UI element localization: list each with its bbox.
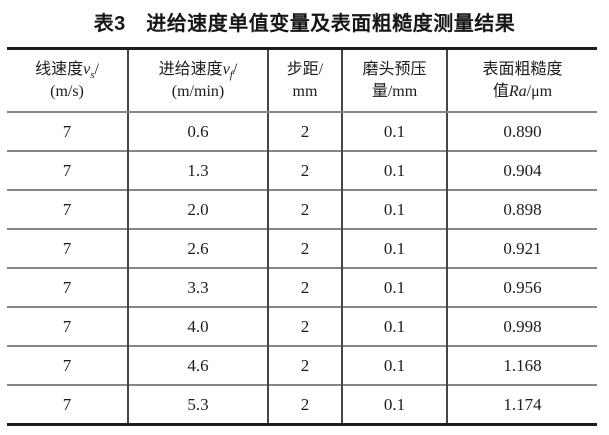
table-row: 7 2.6 2 0.1 0.921 [7,228,597,268]
header-text: 磨头预压 [362,60,427,78]
table-row: 7 5.3 2 0.1 1.174 [7,384,597,425]
table-cell: 3.3 [128,267,269,307]
unit-text: mm [292,82,318,100]
table-cell: 7 [7,345,129,385]
header-cell-line-speed: 线速度vs/ (m/s) [7,48,129,113]
table-row: 7 1.3 2 0.1 0.904 [7,150,597,190]
header-text: 线速度 [35,60,84,78]
header-text: 步距/ [286,60,324,78]
variable-symbol: Ra [508,82,527,100]
table-cell: 2.6 [128,228,269,268]
table-cell: 0.1 [342,306,448,346]
header-cell-preload: 磨头预压 量/mm [342,48,448,113]
unit-text: /μm [526,82,553,100]
table-row: 7 3.3 2 0.1 0.956 [7,267,597,307]
table-cell: 0.956 [447,267,597,307]
unit-separator: / [232,60,238,78]
table-cell: 7 [7,228,129,268]
header-row: 线速度vs/ (m/s) 进给速度vf/ (m/min) 步距/ mm 磨头预压… [7,48,597,113]
table-cell: 0.6 [128,112,269,151]
header-cell-roughness: 表面粗糙度 值Ra/μm [447,48,597,113]
table-cell: 0.890 [503,121,542,141]
table-cell: 7 [7,112,129,151]
table-body: 7 0.6 2 0.1 0.890 7 1.3 2 0.1 0.904 7 2.… [7,112,597,425]
table-cell: 4.0 [128,306,269,346]
unit-text: (m/min) [171,82,225,100]
table-cell: 2 [268,306,343,346]
table-cell: 2 [268,228,343,268]
variable-subscript: f [229,68,233,81]
table-cell: 0.1 [342,150,448,190]
table-cell: 0.921 [447,228,597,268]
table-cell: 0.904 [447,150,597,190]
table-cell: 0.1 [342,267,448,307]
table-header: 线速度vs/ (m/s) 进给速度vf/ (m/min) 步距/ mm 磨头预压… [7,48,597,113]
unit-text: 量/mm [371,82,418,100]
table-cell: 0.1 [342,384,448,425]
table-cell: 1.3 [128,150,269,190]
variable-symbol: v [222,60,230,78]
table-cell: 0.1 [342,112,448,151]
measurement-table: 线速度vs/ (m/s) 进给速度vf/ (m/min) 步距/ mm 磨头预压… [7,47,597,426]
unit-text: (m/s) [50,82,84,100]
variable-subscript: s [90,68,95,81]
header-cell-step-distance: 步距/ mm [268,48,343,113]
table-cell: 2 [268,267,343,307]
table-cell: 7 [7,189,129,229]
table-cell: 7 [7,150,129,190]
header-cell-feed-speed: 进给速度vf/ (m/min) [128,48,269,113]
table-cell: 2 [268,112,343,151]
table-cell: 1.168 [447,345,597,385]
table-cell: 0.898 [447,189,597,229]
header-text: 表面粗糙度 [482,60,563,78]
table-cell: 2 [268,384,343,425]
unit-separator: / [94,60,99,78]
header-text: 进给速度 [158,60,223,78]
table-cell: 2 [268,189,343,229]
table-cell: 5.3 [128,384,269,425]
table-cell: 2 [268,345,343,385]
table-cell: 0.1 [342,189,448,229]
table-cell: 0.1 [342,228,448,268]
table-cell: 2 [268,150,343,190]
table-cell: 7 [7,306,129,346]
table-cell: 0.1 [342,345,448,385]
table-row: 7 4.0 2 0.1 0.998 [7,306,597,346]
table-cell: 4.6 [128,345,269,385]
table-cell: 7 [7,384,129,425]
table-row: 7 0.6 2 0.1 0.890 [7,112,597,151]
measurement-table-container: 线速度vs/ (m/s) 进给速度vf/ (m/min) 步距/ mm 磨头预压… [7,47,597,426]
header-text: 值 [492,82,509,100]
variable-symbol: v [83,60,91,78]
table-row: 7 2.0 2 0.1 0.898 [7,189,597,229]
table-row: 7 4.6 2 0.1 1.168 [7,345,597,385]
table-cell: 0.998 [447,306,597,346]
table-caption: 表3 进给速度单值变量及表面粗糙度测量结果 [93,13,516,35]
table-cell: 2.0 [128,189,269,229]
table-cell: 7 [7,267,129,307]
table-cell: 1.174 [447,384,597,425]
